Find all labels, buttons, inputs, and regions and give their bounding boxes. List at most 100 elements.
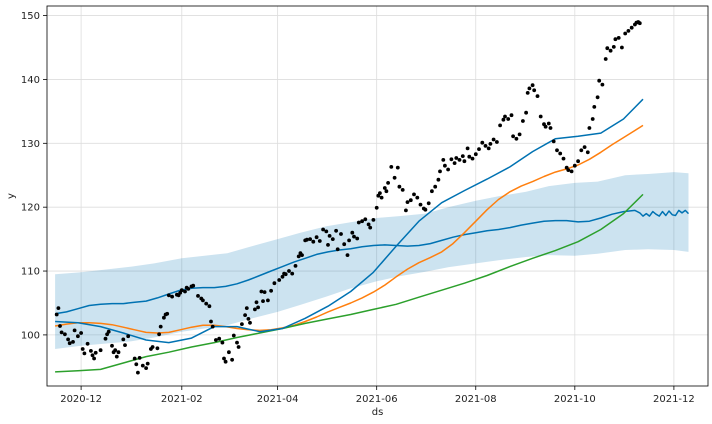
observed-point bbox=[616, 36, 621, 40]
observed-point bbox=[92, 356, 96, 361]
series-line-green bbox=[55, 193, 644, 373]
observed-point bbox=[436, 177, 441, 182]
observed-point bbox=[90, 353, 95, 358]
observed-point bbox=[114, 354, 119, 359]
observed-point bbox=[201, 298, 205, 303]
observed-point bbox=[382, 186, 387, 190]
observed-point bbox=[488, 142, 493, 146]
observed-point bbox=[85, 341, 90, 346]
observed-point bbox=[330, 237, 335, 242]
observed-point bbox=[58, 324, 62, 328]
observed-point bbox=[231, 333, 236, 338]
observed-point bbox=[210, 324, 215, 329]
observed-point bbox=[244, 306, 249, 310]
observed-point bbox=[592, 105, 597, 109]
observed-point bbox=[511, 134, 515, 139]
observed-point bbox=[457, 158, 462, 162]
observed-point bbox=[460, 154, 465, 159]
observed-point bbox=[246, 317, 251, 321]
observed-point bbox=[514, 136, 519, 141]
observed-point bbox=[384, 189, 389, 194]
observed-point bbox=[572, 163, 577, 168]
observed-point bbox=[392, 175, 397, 180]
uncertainty-band-area bbox=[55, 172, 689, 349]
observed-point bbox=[623, 31, 628, 36]
observed-point bbox=[240, 322, 244, 326]
observed-point bbox=[110, 343, 114, 348]
observed-point bbox=[386, 181, 390, 185]
y-tick-label: 120 bbox=[21, 203, 40, 214]
observed-point bbox=[71, 340, 75, 344]
y-tick-label: 130 bbox=[21, 139, 40, 150]
observed-point bbox=[223, 359, 228, 364]
observed-point bbox=[378, 191, 382, 196]
observed-point bbox=[324, 229, 329, 234]
observed-point bbox=[582, 145, 587, 150]
observed-point bbox=[123, 343, 127, 347]
y-tick-label: 140 bbox=[21, 75, 40, 86]
observed-point bbox=[293, 264, 298, 268]
observed-point bbox=[277, 278, 282, 282]
observed-point bbox=[327, 234, 332, 238]
observed-point bbox=[335, 247, 340, 252]
observed-point bbox=[93, 350, 98, 355]
observed-point bbox=[266, 298, 270, 303]
observed-point bbox=[54, 312, 59, 317]
observed-point bbox=[290, 271, 295, 276]
observed-point bbox=[103, 336, 108, 341]
observed-point bbox=[63, 332, 67, 337]
observed-point bbox=[56, 306, 61, 310]
observed-point bbox=[483, 144, 488, 148]
observed-point bbox=[561, 156, 566, 161]
observed-point bbox=[235, 340, 239, 345]
x-tick-label: 2021-12 bbox=[653, 394, 695, 405]
series-lines bbox=[54, 98, 690, 373]
x-tick-label: 2021-10 bbox=[554, 394, 596, 405]
observed-point bbox=[470, 156, 475, 161]
observed-point bbox=[501, 117, 506, 122]
observed-point bbox=[287, 269, 291, 273]
observed-point bbox=[204, 301, 209, 306]
observed-point bbox=[222, 356, 226, 361]
observed-point bbox=[214, 338, 218, 342]
observed-point bbox=[558, 151, 563, 156]
observed-point bbox=[186, 287, 191, 291]
observed-point bbox=[576, 159, 580, 164]
observed-point bbox=[449, 157, 454, 162]
observed-point bbox=[116, 350, 121, 355]
observed-point bbox=[433, 184, 438, 189]
observed-point bbox=[600, 82, 605, 87]
observed-point bbox=[491, 137, 496, 142]
observed-point bbox=[134, 362, 139, 367]
observed-point bbox=[314, 235, 319, 240]
observed-point bbox=[283, 272, 288, 277]
observed-point bbox=[269, 288, 273, 293]
observed-point bbox=[530, 83, 535, 88]
observed-point bbox=[89, 349, 93, 353]
observed-point bbox=[587, 126, 592, 130]
observed-point bbox=[326, 243, 330, 247]
observed-point bbox=[532, 88, 537, 93]
observed-point bbox=[585, 150, 590, 155]
observed-point bbox=[352, 234, 356, 239]
observed-point bbox=[166, 293, 171, 298]
observed-point bbox=[613, 37, 618, 42]
observed-point bbox=[629, 25, 634, 30]
observed-points bbox=[54, 20, 642, 375]
x-tick-label: 2021-04 bbox=[257, 394, 299, 405]
observed-point bbox=[140, 363, 145, 368]
observed-point bbox=[82, 351, 87, 356]
observed-point bbox=[611, 45, 616, 49]
observed-point bbox=[230, 357, 235, 362]
x-tick-label: 2021-02 bbox=[161, 394, 203, 405]
observed-point bbox=[452, 161, 457, 166]
observed-point bbox=[405, 200, 410, 205]
observed-point bbox=[157, 332, 162, 337]
observed-point bbox=[443, 163, 447, 168]
observed-point bbox=[626, 29, 631, 33]
observed-point bbox=[80, 347, 85, 351]
observed-point bbox=[179, 288, 184, 293]
y-tick-label: 150 bbox=[21, 11, 40, 22]
uncertainty-band bbox=[55, 172, 689, 349]
